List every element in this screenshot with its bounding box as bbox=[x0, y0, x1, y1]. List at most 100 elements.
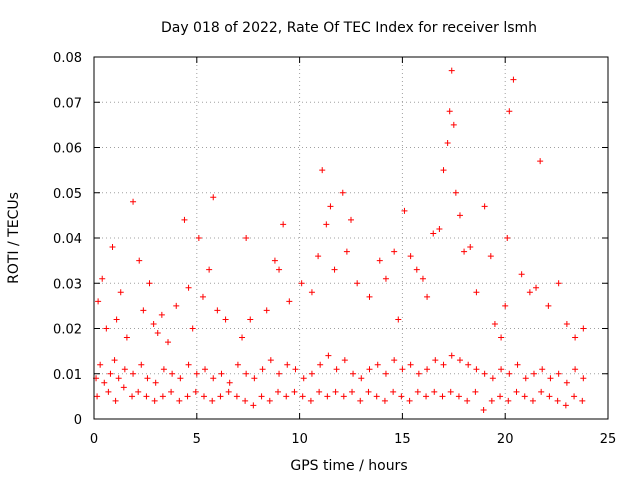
data-point bbox=[406, 397, 413, 404]
data-point bbox=[498, 366, 505, 373]
data-point bbox=[239, 334, 246, 341]
data-point bbox=[489, 375, 496, 382]
data-point bbox=[398, 393, 405, 400]
data-point bbox=[225, 388, 232, 395]
data-point bbox=[150, 320, 157, 327]
data-point bbox=[430, 230, 437, 237]
data-point bbox=[105, 388, 112, 395]
data-point bbox=[218, 370, 225, 377]
data-point bbox=[169, 370, 176, 377]
data-point bbox=[276, 266, 283, 273]
data-point bbox=[513, 388, 520, 395]
y-tick-label: 0.03 bbox=[53, 277, 82, 292]
data-point bbox=[299, 393, 306, 400]
data-point bbox=[502, 302, 509, 309]
data-point bbox=[242, 397, 249, 404]
data-point bbox=[123, 334, 130, 341]
data-point bbox=[129, 393, 136, 400]
data-point bbox=[518, 271, 525, 278]
data-point bbox=[424, 366, 431, 373]
data-point bbox=[184, 393, 191, 400]
data-point bbox=[209, 397, 216, 404]
data-point bbox=[158, 311, 165, 318]
data-point bbox=[165, 339, 172, 346]
data-point bbox=[243, 235, 250, 241]
data-point bbox=[192, 388, 199, 395]
data-point bbox=[446, 108, 453, 115]
x-tick-label: 25 bbox=[600, 432, 617, 447]
data-point bbox=[563, 379, 570, 386]
data-point bbox=[349, 388, 356, 395]
data-point bbox=[450, 121, 457, 128]
data-point bbox=[300, 375, 307, 382]
y-axis-label: ROTI / TECUs bbox=[6, 192, 22, 284]
data-point bbox=[111, 357, 118, 364]
data-point bbox=[107, 370, 114, 377]
data-point bbox=[308, 370, 315, 377]
data-point bbox=[340, 393, 347, 400]
x-tick-labels: 0 5 10 15 20 25 bbox=[90, 432, 616, 447]
data-point bbox=[473, 366, 480, 373]
data-point bbox=[391, 357, 398, 364]
data-point bbox=[113, 316, 120, 323]
data-point bbox=[395, 316, 402, 323]
data-point bbox=[424, 293, 431, 300]
data-point bbox=[185, 361, 192, 368]
data-point bbox=[366, 293, 373, 300]
data-point bbox=[292, 366, 299, 373]
x-tick-label: 15 bbox=[394, 432, 411, 447]
data-point bbox=[315, 253, 322, 260]
data-point bbox=[510, 76, 517, 83]
data-point bbox=[447, 388, 454, 395]
data-point bbox=[136, 257, 143, 264]
data-point bbox=[456, 357, 463, 364]
data-point bbox=[572, 334, 579, 341]
data-point bbox=[472, 388, 479, 395]
data-point bbox=[317, 361, 324, 368]
data-point bbox=[579, 397, 586, 404]
data-point bbox=[554, 397, 561, 404]
data-point bbox=[206, 266, 213, 273]
data-point bbox=[526, 289, 533, 296]
data-point bbox=[545, 302, 552, 309]
data-point bbox=[97, 361, 104, 368]
data-point bbox=[101, 379, 108, 386]
data-point bbox=[343, 248, 350, 255]
data-point bbox=[117, 289, 124, 296]
data-point bbox=[135, 388, 142, 395]
data-point bbox=[109, 244, 116, 251]
data-point bbox=[497, 393, 504, 400]
chart-title: Day 018 of 2022, Rate Of TEC Index for r… bbox=[161, 20, 537, 36]
data-point bbox=[555, 280, 562, 287]
data-point bbox=[222, 316, 229, 323]
data-point bbox=[202, 366, 209, 373]
data-point bbox=[401, 207, 408, 214]
data-point bbox=[539, 366, 546, 373]
data-point bbox=[440, 361, 447, 368]
data-point bbox=[461, 248, 468, 255]
data-point bbox=[199, 293, 206, 300]
data-point bbox=[325, 352, 332, 359]
y-tick-label: 0.08 bbox=[53, 51, 82, 66]
data-point bbox=[286, 298, 293, 305]
data-point bbox=[444, 139, 451, 146]
data-point bbox=[530, 370, 537, 377]
data-point bbox=[159, 393, 166, 400]
data-point bbox=[481, 203, 488, 210]
data-point bbox=[562, 402, 569, 409]
data-point bbox=[391, 248, 398, 255]
data-point bbox=[140, 307, 147, 314]
data-point bbox=[399, 366, 406, 373]
data-point bbox=[498, 334, 505, 341]
data-point bbox=[316, 388, 323, 395]
y-tick-labels: 0 0.01 0.02 0.03 0.04 0.05 0.06 0.07 0.08 bbox=[53, 51, 82, 428]
data-point bbox=[488, 397, 495, 404]
data-point bbox=[144, 375, 151, 382]
data-point bbox=[432, 357, 439, 364]
data-point bbox=[146, 280, 153, 287]
data-point bbox=[151, 397, 158, 404]
data-point bbox=[366, 366, 373, 373]
data-point bbox=[333, 366, 340, 373]
data-point bbox=[407, 253, 414, 260]
data-point bbox=[491, 320, 498, 327]
